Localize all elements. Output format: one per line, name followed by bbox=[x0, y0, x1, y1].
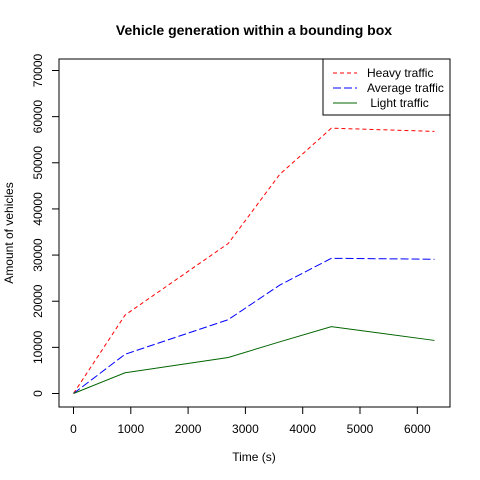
legend-label-1: Heavy traffic bbox=[367, 66, 433, 80]
x-tick-label: 2000 bbox=[175, 422, 202, 436]
y-axis: 0 10000 20000 30000 40000 50000 60000 70000 bbox=[31, 53, 60, 397]
series-line-2 bbox=[73, 257, 435, 394]
y-tick-label: 50000 bbox=[31, 146, 45, 180]
x-tick-label: 3000 bbox=[232, 422, 259, 436]
y-tick-label: 0 bbox=[31, 390, 45, 397]
series-line-1 bbox=[73, 127, 435, 394]
x-tick-label: 6000 bbox=[404, 422, 431, 436]
legend-label-3: Light traffic bbox=[367, 96, 429, 110]
legend-label-2: Average traffic bbox=[367, 81, 444, 95]
series-layer bbox=[73, 127, 435, 394]
y-tick-label: 30000 bbox=[31, 238, 45, 272]
x-axis-label: Time (s) bbox=[232, 450, 276, 464]
x-tick-label: 1000 bbox=[117, 422, 144, 436]
y-tick-label: 60000 bbox=[31, 100, 45, 134]
x-tick-label: 5000 bbox=[347, 422, 374, 436]
y-tick-label: 20000 bbox=[31, 284, 45, 318]
x-tick-label: 4000 bbox=[289, 422, 316, 436]
legend-box bbox=[322, 58, 451, 116]
y-tick-label: 70000 bbox=[31, 53, 45, 87]
y-axis-label: Amount of vehicles bbox=[2, 182, 16, 283]
series-line-3 bbox=[73, 326, 435, 394]
y-tick-label: 40000 bbox=[31, 192, 45, 226]
x-axis: 0 1000 2000 3000 4000 5000 6000 bbox=[70, 406, 431, 436]
chart-title: Vehicle generation within a bounding box bbox=[116, 22, 392, 38]
x-tick-label: 0 bbox=[70, 422, 77, 436]
y-tick-label: 10000 bbox=[31, 330, 45, 364]
